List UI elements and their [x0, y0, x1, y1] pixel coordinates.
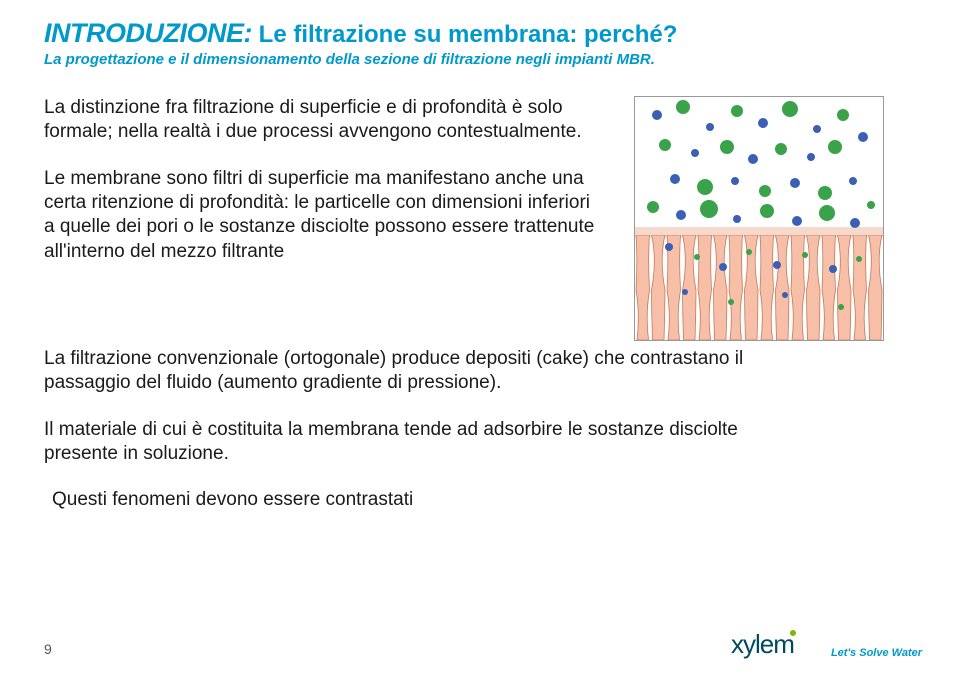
lower-block: La filtrazione convenzionale (ortogonale…	[44, 347, 804, 513]
slide: INTRODUZIONE: Le filtrazione su membrana…	[0, 0, 960, 679]
paragraph: Il materiale di cui è costituita la memb…	[44, 418, 804, 467]
svg-text:xylem: xylem	[731, 629, 794, 659]
paragraph: La distinzione fra filtrazione di superf…	[44, 96, 604, 145]
xylem-logo-icon: xylem	[731, 629, 823, 661]
paragraph: La filtrazione convenzionale (ortogonale…	[44, 347, 804, 396]
title-prefix: INTRODUZIONE:	[44, 18, 252, 48]
slide-subtitle: La progettazione e il dimensionamento de…	[44, 51, 916, 68]
logo-tagline: Let's Solve Water	[831, 647, 922, 661]
slide-title: INTRODUZIONE: Le filtrazione su membrana…	[44, 18, 916, 49]
left-column: La distinzione fra filtrazione di superf…	[44, 96, 604, 341]
paragraph: Le membrane sono filtri di superficie ma…	[44, 167, 604, 264]
page-number: 9	[44, 641, 52, 657]
logo: xylem Let's Solve Water	[731, 629, 922, 661]
title-rest: Le filtrazione su membrana: perché?	[252, 21, 677, 48]
paragraph: Questi fenomeni devono essere contrastat…	[52, 488, 804, 512]
membrane-diagram	[634, 96, 884, 341]
content-row: La distinzione fra filtrazione di superf…	[44, 96, 916, 341]
